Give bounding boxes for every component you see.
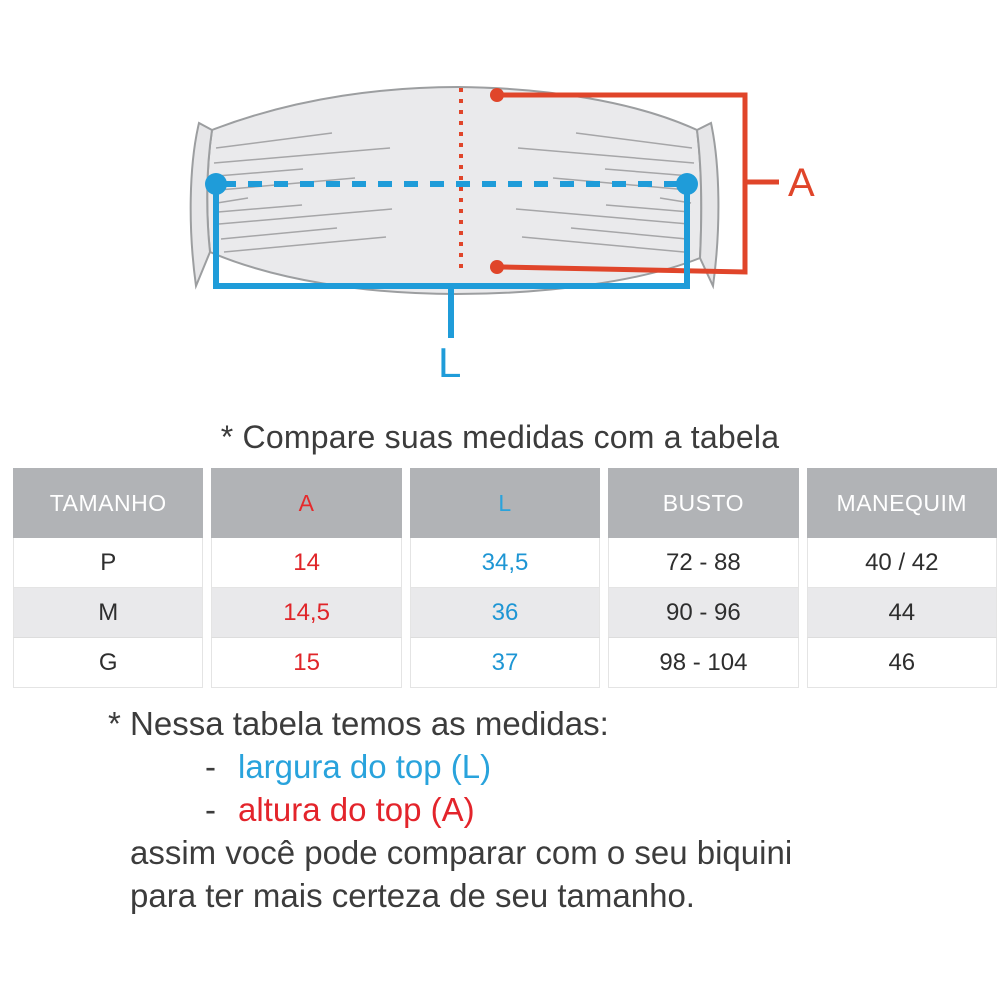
column-header-manequim: MANEQUIM [806, 468, 997, 538]
cell-busto-m: 90 - 96 [608, 588, 799, 638]
bandeau-top-illustration [189, 85, 720, 296]
note-width-text: largura do top (L) [238, 748, 492, 785]
cell-l-p: 34,5 [409, 538, 601, 588]
cell-size-p: P [13, 538, 204, 588]
column-header-busto: BUSTO [608, 468, 799, 538]
notes-line2: para ter mais certeza de seu tamanho. [130, 877, 695, 914]
bullet-dash: - [205, 791, 216, 828]
notes-block: * Nessa tabela temos as medidas: - largur… [0, 702, 1000, 917]
cell-busto-p: 72 - 88 [608, 538, 799, 588]
note-height-bullet: - altura do top (A) [205, 788, 1000, 831]
height-top-dot [490, 88, 504, 102]
width-left-dot [205, 173, 227, 195]
cell-size-g: G [13, 638, 204, 688]
column-header-tamanho: TAMANHO [13, 468, 204, 538]
height-label: A [788, 161, 815, 205]
size-table: TAMANHO A L BUSTO MANEQUIM P 14 34,5 72 … [13, 468, 997, 688]
measurement-diagram: A L [0, 0, 1000, 400]
cell-manequim-g: 46 [806, 638, 997, 688]
cell-size-m: M [13, 588, 204, 638]
height-bottom-dot [490, 260, 504, 274]
note-width-bullet: - largura do top (L) [205, 745, 1000, 788]
width-measure-lines: L [205, 173, 698, 386]
right-cap [695, 121, 720, 290]
note-height-text: altura do top (A) [238, 791, 475, 828]
column-header-a: A [211, 468, 402, 538]
cell-busto-g: 98 - 104 [608, 638, 799, 688]
cell-l-g: 37 [409, 638, 601, 688]
wrinkles-right [515, 132, 695, 253]
cell-l-m: 36 [409, 588, 601, 638]
cell-a-m: 14,5 [211, 588, 402, 638]
notes-line1: assim você pode comparar com o seu biqui… [130, 834, 793, 871]
width-right-dot [676, 173, 698, 195]
cell-manequim-m: 44 [806, 588, 997, 638]
width-label: L [438, 339, 461, 386]
page-title: * Compare suas medidas com a tabela [220, 419, 780, 455]
wrinkles-left [213, 132, 393, 253]
cell-a-p: 14 [211, 538, 402, 588]
cell-manequim-p: 40 / 42 [806, 538, 997, 588]
column-header-l: L [409, 468, 601, 538]
cell-a-g: 15 [211, 638, 402, 688]
left-cap [189, 121, 214, 290]
notes-intro: * Nessa tabela temos as medidas: [108, 705, 609, 742]
bullet-dash: - [205, 748, 216, 785]
height-measure-lines: A [459, 88, 815, 275]
